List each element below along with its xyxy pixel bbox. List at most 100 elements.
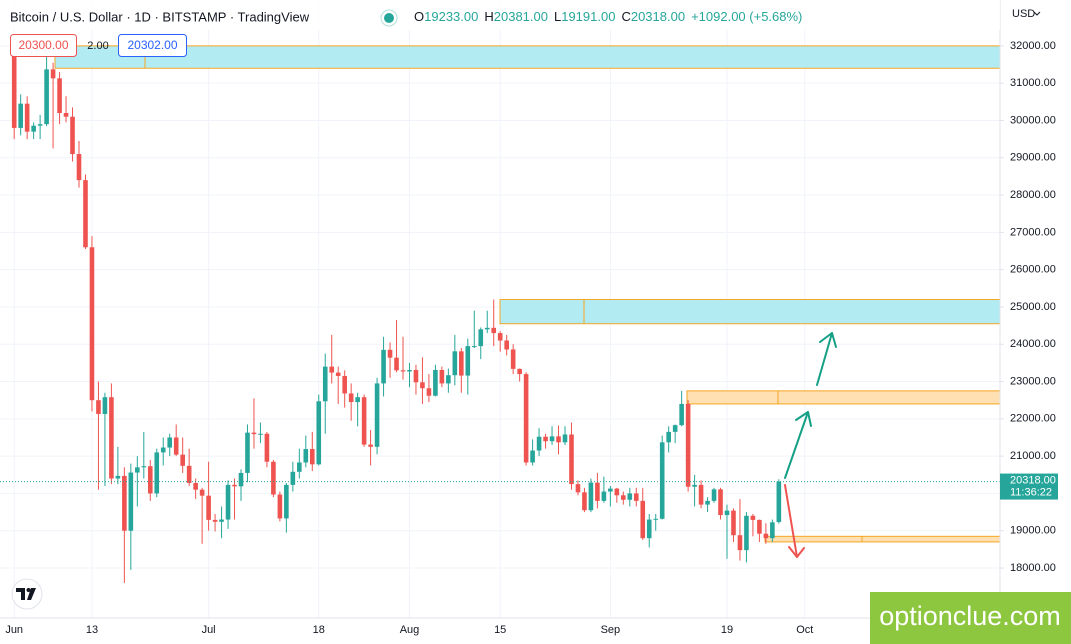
- candle-body: [426, 388, 432, 396]
- watermark-bg: [870, 592, 1071, 644]
- candle-body: [711, 489, 717, 501]
- candle-body: [329, 366, 335, 373]
- ohlc-key: H: [484, 9, 493, 24]
- candle-body: [757, 519, 762, 534]
- candle-body: [31, 125, 36, 132]
- candles: [0, 47, 1000, 583]
- candle-body: [394, 357, 399, 371]
- candle-body: [698, 484, 704, 505]
- zone: [54, 45, 1001, 69]
- candle-body: [24, 103, 30, 132]
- candle-body: [400, 370, 406, 372]
- candle-body: [316, 401, 322, 465]
- candle-body: [685, 403, 691, 487]
- ohlc-value: 19233.00: [424, 9, 478, 24]
- buy-button[interactable]: [118, 34, 187, 57]
- candle-body: [413, 369, 419, 383]
- arrow-head: [795, 411, 812, 427]
- candle-body: [517, 368, 522, 375]
- candle-body: [83, 180, 88, 248]
- candle-body: [478, 329, 484, 347]
- candle-body: [251, 432, 257, 435]
- candle-body: [102, 397, 108, 414]
- candle-body: [186, 465, 192, 483]
- arrows: [784, 332, 837, 558]
- y-tick-label: 22000.00: [1010, 413, 1056, 425]
- candle-body: [562, 434, 568, 443]
- candle-body: [387, 349, 393, 358]
- arrow-up: [784, 411, 809, 479]
- tv-logo: [11, 578, 43, 610]
- arrow-down: [784, 484, 798, 558]
- candle-body: [193, 482, 198, 490]
- x-tick-label: 13: [86, 624, 98, 636]
- candle-body: [770, 522, 775, 539]
- y-tick-label: 29000.00: [1010, 152, 1056, 164]
- candle-body: [666, 431, 671, 443]
- zones: [54, 45, 1001, 543]
- candle-body: [439, 369, 445, 384]
- candle-body: [750, 515, 756, 520]
- candle-body: [63, 113, 69, 117]
- y-tick-label: 21000.00: [1010, 450, 1056, 462]
- candle-body: [290, 471, 296, 485]
- ohlc-value: 19191.00: [561, 9, 615, 24]
- candle-body: [342, 375, 347, 394]
- candle-body: [459, 351, 464, 376]
- candle-body: [446, 375, 451, 384]
- candle-body: [245, 432, 250, 473]
- candle-body: [510, 349, 516, 369]
- currency[interactable]: USD: [1012, 8, 1035, 20]
- candle-body: [608, 488, 613, 492]
- spread: 2.00: [87, 40, 108, 52]
- candle-body: [11, 53, 17, 128]
- candle-body: [569, 434, 574, 485]
- candle-body: [297, 462, 302, 472]
- candle-body: [206, 495, 211, 520]
- candle-body: [264, 433, 270, 462]
- status-ring: [380, 9, 398, 27]
- candle-body: [348, 393, 354, 403]
- candle-body: [776, 481, 782, 523]
- candle-body: [659, 442, 665, 519]
- sell-button[interactable]: [10, 34, 77, 57]
- candle-body: [219, 519, 224, 522]
- x-tick-label: Sep: [601, 624, 621, 636]
- candle-body: [536, 436, 542, 451]
- candle-body: [277, 494, 283, 519]
- axes: 18000.0019000.0020000.0021000.0022000.00…: [5, 40, 1058, 636]
- x-tick-label: 18: [313, 624, 325, 636]
- candle-body: [271, 461, 276, 495]
- candle-body: [109, 397, 114, 479]
- candle-body: [141, 466, 147, 468]
- candle-body: [556, 436, 561, 443]
- buy-price: 20302.00: [127, 38, 177, 52]
- arrow-head: [788, 546, 805, 558]
- candle-body: [621, 495, 626, 500]
- candle-body: [225, 484, 231, 520]
- header-bg: [0, 0, 1000, 30]
- last-price-box: [1000, 473, 1058, 500]
- candle-body: [381, 349, 386, 384]
- candle-body: [322, 366, 328, 402]
- candle-body: [627, 493, 633, 500]
- candle-body: [44, 69, 49, 125]
- candle-body: [504, 340, 509, 350]
- y-tick-label: 19000.00: [1010, 525, 1056, 537]
- sell-price: 20300.00: [18, 38, 68, 52]
- candle-body: [57, 78, 62, 114]
- candle-body: [575, 484, 581, 493]
- candle-body: [407, 369, 412, 372]
- y-tick-label: 28000.00: [1010, 189, 1056, 201]
- candle-body: [368, 444, 373, 447]
- candle-body: [737, 535, 743, 551]
- symbol-title[interactable]: Bitcoin / U.S. Dollar · 1D · BITSTAMP · …: [10, 9, 310, 24]
- candle-body: [640, 500, 646, 539]
- candle-body: [582, 492, 587, 511]
- y-tick-label: 23000.00: [1010, 375, 1056, 387]
- candle-body: [173, 437, 179, 455]
- candle-body: [452, 351, 458, 376]
- candle-body: [549, 436, 555, 442]
- candle-body: [96, 400, 101, 414]
